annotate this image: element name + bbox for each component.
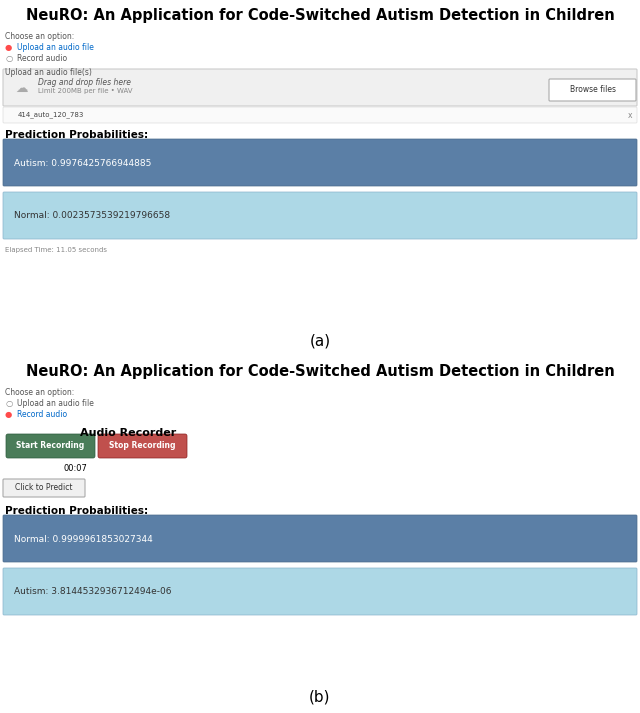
Text: Normal: 0.0023573539219796658: Normal: 0.0023573539219796658 [14,212,170,220]
FancyBboxPatch shape [3,515,637,562]
Text: Start Recording: Start Recording [16,441,84,451]
Text: (a): (a) [309,333,331,348]
FancyBboxPatch shape [3,139,637,186]
Text: 00:07: 00:07 [63,464,87,473]
Text: Upload an audio file: Upload an audio file [17,43,94,52]
Text: Browse files: Browse files [570,86,616,95]
Text: Stop Recording: Stop Recording [109,441,175,451]
Text: x: x [627,111,632,120]
Text: ●: ● [5,410,12,419]
Text: Autism: 0.9976425766944885: Autism: 0.9976425766944885 [14,158,152,168]
FancyBboxPatch shape [549,79,636,101]
Text: NeuRO: An Application for Code-Switched Autism Detection in Children: NeuRO: An Application for Code-Switched … [26,364,614,379]
FancyBboxPatch shape [98,434,187,458]
Text: Elapsed Time: 11.05 seconds: Elapsed Time: 11.05 seconds [5,247,107,253]
Text: (b): (b) [309,690,331,705]
Text: Choose an option:: Choose an option: [5,388,74,397]
FancyBboxPatch shape [3,192,637,239]
Text: Record audio: Record audio [17,54,67,63]
Text: Audio Recorder: Audio Recorder [80,428,176,438]
FancyBboxPatch shape [6,434,95,458]
Text: Limit 200MB per file • WAV: Limit 200MB per file • WAV [38,88,132,94]
FancyBboxPatch shape [3,107,637,123]
FancyBboxPatch shape [3,568,637,615]
Text: Record audio: Record audio [17,410,67,419]
Text: Prediction Probabilities:: Prediction Probabilities: [5,506,148,516]
Text: Click to Predict: Click to Predict [15,483,73,493]
Text: Normal: 0.9999961853027344: Normal: 0.9999961853027344 [14,535,153,543]
Text: Choose an option:: Choose an option: [5,32,74,41]
Text: Prediction Probabilities:: Prediction Probabilities: [5,130,148,140]
Text: Upload an audio file(s): Upload an audio file(s) [5,68,92,77]
Text: ○: ○ [5,399,12,408]
Text: ●: ● [5,43,12,52]
FancyBboxPatch shape [3,69,637,106]
Text: Drag and drop files here: Drag and drop files here [38,78,131,87]
FancyBboxPatch shape [3,479,85,497]
Text: NeuRO: An Application for Code-Switched Autism Detection in Children: NeuRO: An Application for Code-Switched … [26,8,614,23]
Text: Upload an audio file: Upload an audio file [17,399,94,408]
Text: 414_auto_120_783: 414_auto_120_783 [18,112,84,118]
Text: Autism: 3.8144532936712494e-06: Autism: 3.8144532936712494e-06 [14,588,172,597]
Text: ☁: ☁ [16,82,28,95]
Text: ○: ○ [5,54,12,63]
